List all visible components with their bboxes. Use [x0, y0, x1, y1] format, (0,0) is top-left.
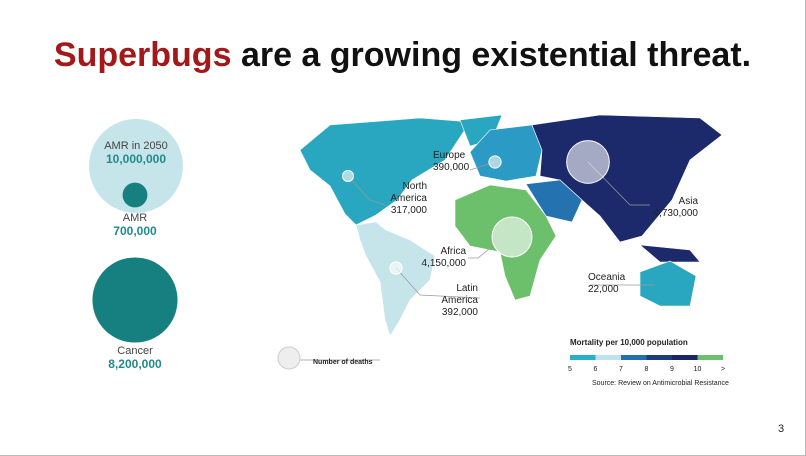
region-bubble	[491, 216, 533, 258]
death-bubble	[89, 119, 183, 213]
death-bubble	[92, 257, 178, 343]
legend-swatch	[595, 355, 621, 360]
bubble-label: Cancer 8,200,000	[65, 345, 205, 371]
title-text: are a growing existential threat.	[240, 36, 752, 74]
north-america-shape	[299, 117, 471, 226]
slide-title: Superbugs are a growing existential thre…	[0, 36, 805, 75]
legend-tick-label: >	[720, 366, 726, 373]
bubble-label: AMR 700,000	[65, 212, 205, 238]
region-bubble	[566, 140, 610, 184]
legend-swatch	[697, 355, 723, 360]
region-bubble	[341, 169, 355, 183]
bubble-value: 8,200,000	[108, 357, 162, 371]
death-bubble	[122, 182, 148, 208]
region-deaths: 4,150,000	[421, 258, 467, 269]
legend-tick-label: 9	[670, 366, 674, 373]
region-label: North America 317,000	[377, 181, 427, 217]
leader-lines	[300, 161, 655, 361]
size-legend-label: Number of deaths	[313, 359, 373, 366]
legend-swatch	[646, 355, 672, 360]
region-name: Europe	[433, 150, 466, 161]
islands-shape	[639, 244, 701, 263]
europe-shape	[469, 124, 543, 182]
middle-east-shape	[525, 179, 583, 223]
region-deaths: 22,000	[588, 284, 619, 295]
legend-tick-label: 7	[619, 366, 623, 373]
leader-line	[468, 239, 501, 259]
region-bubble	[488, 155, 502, 169]
region-deaths: 392,000	[441, 307, 478, 318]
leader-line	[395, 267, 481, 299]
legend-swatch	[570, 355, 596, 360]
region-label: Oceania 22,000	[588, 272, 648, 296]
region-deaths: 4,730,000	[653, 208, 699, 219]
legend-tick-label: 8	[644, 366, 649, 373]
region-bubble	[586, 283, 590, 287]
region-label: Asia 4,730,000	[640, 196, 699, 220]
legend-tick-label: 6	[593, 366, 598, 373]
asia-shape	[531, 114, 723, 243]
oceania-shape	[639, 260, 697, 307]
legend-swatch	[672, 355, 698, 360]
region-bubble	[389, 261, 403, 275]
region-label: Latin America 392,000	[430, 283, 478, 319]
color-legend-title: Mortality per 10,000 population	[570, 338, 688, 347]
region-label: Africa 4,150,000	[420, 246, 467, 270]
title-highlight: Superbugs	[53, 36, 232, 74]
region-deaths: 317,000	[390, 205, 427, 216]
page-number: 3	[778, 423, 785, 435]
bubble-value: 700,000	[113, 224, 157, 238]
region-label: Europe 390,000	[433, 150, 493, 174]
legend-tick-label: 10	[693, 366, 702, 373]
bubble-value: 10,000,000	[105, 152, 167, 166]
region-name: Africa	[440, 246, 466, 257]
region-deaths: 390,000	[433, 162, 470, 173]
size-legend-circle	[277, 346, 301, 370]
legend-tick-label: 5	[568, 366, 572, 373]
bubble-label: AMR in 2050 10,000,000	[66, 140, 206, 166]
leader-line	[347, 175, 386, 206]
region-name: North America	[390, 181, 427, 204]
region-name: Latin America	[441, 283, 478, 306]
latin-america-shape	[355, 221, 436, 337]
region-name: Oceania	[588, 272, 626, 283]
legend-swatch	[621, 355, 647, 360]
source: Source: Review on Antimicrobial Resistan…	[592, 380, 729, 387]
region-name: Asia	[678, 196, 698, 207]
